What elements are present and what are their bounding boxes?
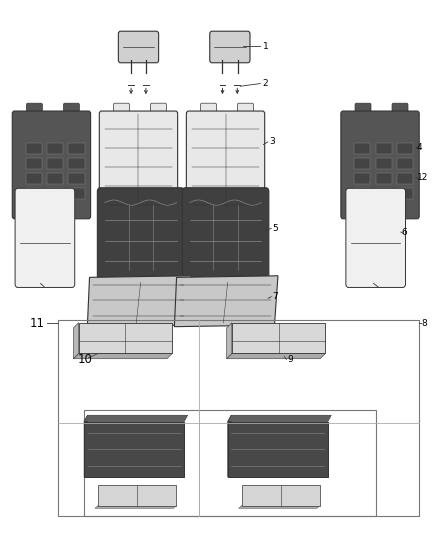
FancyBboxPatch shape	[237, 103, 254, 120]
Bar	[98, 486, 177, 506]
FancyBboxPatch shape	[118, 31, 159, 63]
Bar	[47, 158, 63, 169]
Polygon shape	[228, 415, 231, 477]
Bar	[397, 143, 413, 155]
Polygon shape	[226, 322, 232, 359]
Bar	[25, 188, 42, 199]
Bar	[242, 486, 320, 506]
FancyBboxPatch shape	[15, 188, 75, 287]
FancyBboxPatch shape	[26, 103, 42, 120]
Bar	[354, 158, 371, 169]
Polygon shape	[84, 415, 88, 477]
Bar	[354, 173, 371, 184]
Text: 6: 6	[402, 228, 407, 237]
Polygon shape	[226, 353, 325, 359]
Bar	[376, 143, 392, 155]
Polygon shape	[74, 322, 79, 359]
Polygon shape	[74, 353, 172, 359]
Bar	[376, 173, 392, 184]
Bar	[376, 188, 392, 199]
FancyBboxPatch shape	[392, 103, 408, 120]
Bar	[68, 173, 85, 184]
FancyBboxPatch shape	[355, 103, 371, 120]
Bar	[354, 143, 371, 155]
Bar	[79, 322, 172, 353]
Bar	[84, 410, 376, 516]
Bar	[376, 158, 392, 169]
Bar	[68, 143, 85, 155]
Polygon shape	[87, 276, 191, 327]
Bar	[25, 158, 42, 169]
Bar	[354, 188, 371, 199]
Text: 3: 3	[269, 138, 275, 147]
Text: 9: 9	[288, 355, 293, 364]
FancyBboxPatch shape	[99, 111, 178, 219]
Polygon shape	[228, 415, 331, 422]
Text: 10: 10	[78, 353, 92, 366]
Bar	[47, 173, 63, 184]
Text: 1: 1	[262, 42, 268, 51]
Bar	[47, 143, 63, 155]
FancyBboxPatch shape	[32, 211, 71, 223]
Bar	[84, 422, 184, 477]
FancyBboxPatch shape	[360, 211, 400, 223]
FancyBboxPatch shape	[210, 31, 250, 63]
FancyBboxPatch shape	[151, 103, 166, 120]
Polygon shape	[84, 415, 187, 422]
Bar	[397, 173, 413, 184]
FancyBboxPatch shape	[186, 111, 265, 219]
Polygon shape	[95, 506, 177, 508]
Bar	[68, 158, 85, 169]
Bar	[228, 422, 328, 477]
FancyBboxPatch shape	[97, 188, 184, 288]
Text: 11: 11	[30, 317, 45, 330]
Bar	[232, 322, 325, 353]
Text: 12: 12	[417, 173, 428, 182]
FancyBboxPatch shape	[64, 103, 79, 120]
Text: 8: 8	[421, 319, 427, 328]
Text: 5: 5	[272, 224, 278, 233]
FancyBboxPatch shape	[12, 111, 91, 219]
Bar	[397, 158, 413, 169]
Text: 7: 7	[272, 292, 278, 301]
Bar	[68, 188, 85, 199]
Bar	[47, 188, 63, 199]
FancyBboxPatch shape	[113, 103, 130, 120]
Bar	[25, 143, 42, 155]
Bar	[58, 319, 419, 516]
Bar	[25, 173, 42, 184]
Text: 2: 2	[262, 79, 268, 88]
Text: 4: 4	[417, 143, 423, 152]
Polygon shape	[239, 506, 320, 508]
FancyBboxPatch shape	[201, 103, 216, 120]
Bar	[397, 188, 413, 199]
FancyBboxPatch shape	[341, 111, 419, 219]
Polygon shape	[174, 276, 278, 327]
FancyBboxPatch shape	[182, 188, 269, 288]
FancyBboxPatch shape	[346, 188, 406, 287]
